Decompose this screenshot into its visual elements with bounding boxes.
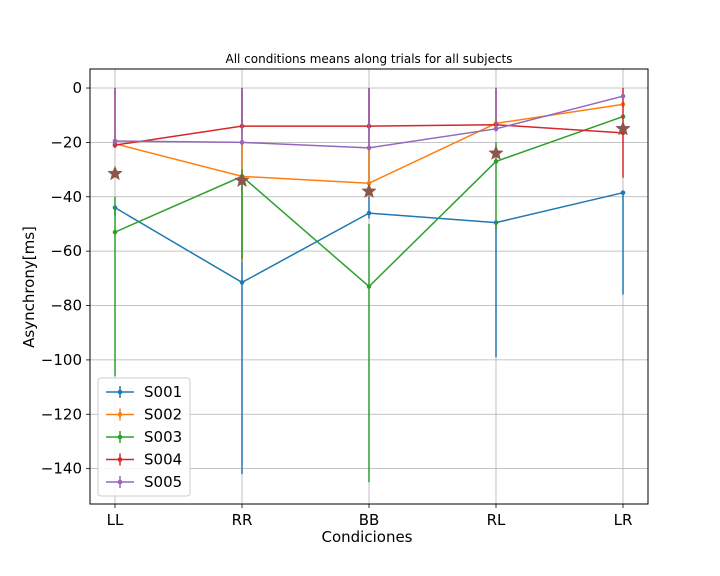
data-point [366, 284, 372, 289]
legend-label: S001 [144, 383, 182, 401]
data-point [493, 126, 499, 132]
data-point [620, 93, 626, 99]
legend: S001 S002 S003 S004 S005 [97, 377, 191, 497]
y-tick-label: −20 [50, 133, 82, 151]
legend-label: S005 [144, 473, 182, 491]
x-tick-label: RR [232, 511, 253, 529]
legend-item: S002 [106, 406, 182, 424]
x-axis-label: Condiciones [322, 528, 413, 546]
chart-title: All conditions means along trials for al… [225, 52, 512, 66]
mean-star [488, 145, 504, 160]
legend-marker [117, 412, 123, 417]
y-axis: 0 −20 −40 −60 −80 −100 −120 −140 [41, 79, 90, 478]
series-layer [112, 88, 626, 483]
legend-marker [117, 457, 123, 462]
legend-label: S003 [144, 428, 182, 446]
data-point [112, 229, 118, 235]
data-point [239, 140, 245, 145]
x-axis: LL RR BB RL LR [107, 504, 633, 529]
y-tick-label: 0 [72, 79, 82, 97]
mean-star [615, 120, 631, 136]
legend-item: S004 [106, 451, 182, 469]
y-tick-label: −140 [41, 460, 82, 478]
legend-marker [117, 479, 123, 485]
mean-star [361, 183, 377, 198]
legend-label: S002 [144, 406, 182, 424]
x-tick-label: RL [487, 511, 506, 529]
y-tick-label: −60 [50, 242, 82, 260]
y-tick-label: −80 [50, 297, 82, 315]
mean-star [107, 165, 123, 181]
data-point [366, 210, 372, 216]
legend-item: S001 [106, 383, 182, 401]
data-point [112, 138, 118, 144]
data-point [366, 145, 372, 151]
legend-label: S004 [144, 451, 182, 469]
data-point [239, 280, 245, 285]
series-S003 [112, 114, 626, 483]
y-tick-label: −40 [50, 188, 82, 206]
series-S005 [112, 88, 626, 151]
y-tick-label: −120 [41, 405, 82, 423]
x-tick-label: LR [614, 511, 633, 529]
legend-item: S005 [106, 473, 182, 491]
legend-marker [117, 434, 123, 440]
y-tick-label: −100 [41, 351, 82, 369]
data-point [620, 190, 626, 196]
legend-item: S003 [106, 428, 182, 446]
stars-layer [107, 120, 631, 198]
data-point [493, 159, 499, 164]
legend-marker [117, 389, 123, 395]
y-axis-label: Asynchrony[ms] [20, 226, 38, 348]
x-tick-label: BB [359, 511, 380, 529]
legend-box [97, 377, 191, 497]
x-tick-label: LL [107, 511, 124, 529]
mean-star [234, 172, 250, 188]
